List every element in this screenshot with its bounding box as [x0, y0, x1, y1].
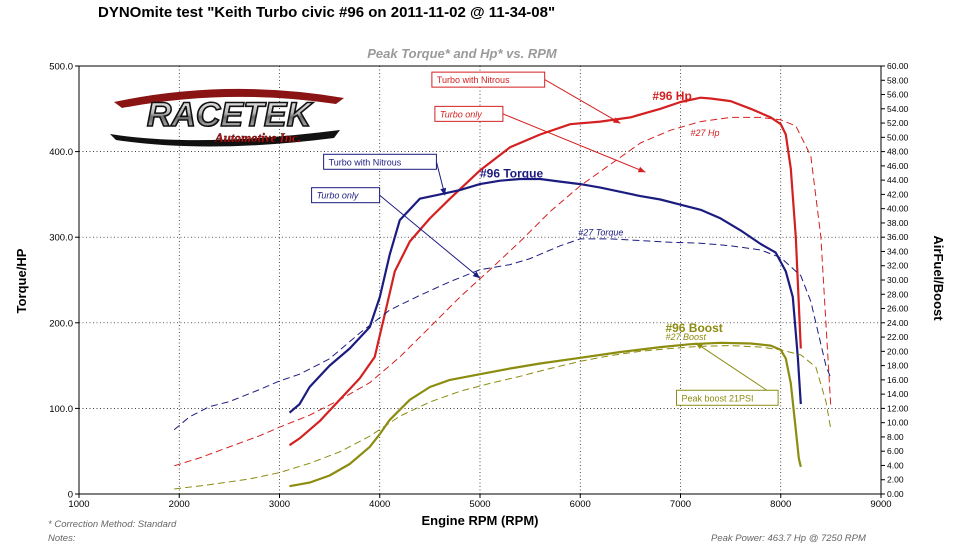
- y-tick-label: 500.0: [49, 62, 73, 73]
- series-label-2: #96 Torque: [480, 166, 543, 180]
- series-line-1: [288, 177, 802, 414]
- series-label-5: #27 Boost: [665, 332, 706, 342]
- series-line-4: [289, 341, 802, 488]
- y2-tick-label: 60.00: [887, 61, 909, 71]
- y2-tick-label: 52.00: [887, 118, 909, 128]
- logo-subtext: Automotive Inc.: [214, 130, 301, 145]
- x-axis-label: Engine RPM (RPM): [422, 513, 539, 528]
- annotation-text-2: Turbo with Nitrous: [329, 157, 402, 167]
- chart-annotations: Turbo with Nitrous Turbo only Turbo with N…: [311, 71, 779, 406]
- y2-tick-label: 26.00: [887, 304, 909, 314]
- racetek-logo: RACETEK Automotive Inc.: [110, 88, 344, 147]
- y2-tick-label: 2.00: [887, 475, 904, 485]
- annotation-arrowhead-2: [440, 187, 447, 196]
- series-label-4: #96 Boost: [665, 321, 722, 335]
- x-tick-label: 6000: [570, 499, 591, 510]
- chart-title: Peak Torque* and Hp* vs. RPM: [367, 46, 558, 61]
- footer-peak-power: Peak Power: 463.7 Hp @ 7250 RPM: [711, 533, 866, 544]
- y2-tick-label: 22.00: [887, 332, 909, 342]
- y2-tick-label: 42.00: [887, 189, 909, 199]
- y2-axis-label: AirFuel/Boost: [931, 235, 946, 321]
- y2-tick-label: 28.00: [887, 289, 909, 299]
- y2-tick-label: 46.00: [887, 161, 909, 171]
- y-tick-label: 300.0: [49, 233, 73, 244]
- chart-grid: [79, 66, 881, 494]
- annotation-arrowhead-0: [612, 117, 621, 124]
- annotation-text-1: Turbo only: [440, 109, 482, 119]
- annotation-box-1: [434, 105, 504, 122]
- y2-tick-label: 6.00: [887, 446, 904, 456]
- annotation-text-3: Turbo only: [317, 191, 359, 201]
- y-axis-label: Torque/HP: [14, 248, 29, 313]
- y2-tick-label: 58.00: [887, 75, 909, 85]
- footer-correction-method: * Correction Method: Standard: [48, 519, 177, 530]
- footer-notes: Notes:: [48, 533, 76, 544]
- series-line-5: [174, 345, 832, 490]
- series-label-3: #27 Torque: [578, 227, 623, 237]
- series-labels: #96 Hp #27 Hp #96 Torque #27 Torque #96 Boos…: [480, 89, 723, 342]
- y2-tick-label: 18.00: [887, 361, 909, 371]
- x-tick-label: 5000: [469, 499, 490, 510]
- chart-axes: 1000 2000 3000 4000 5000 6000 7000 8000 9000 0 100…: [49, 61, 908, 510]
- page-title: DYNOmite test "Keith Turbo civic #96 on …: [98, 4, 556, 21]
- y-tick-label: 0: [68, 490, 73, 501]
- x-tick-label: 4000: [369, 499, 390, 510]
- y2-tick-label: 0.00: [887, 489, 904, 499]
- series-line-3: [173, 238, 832, 431]
- x-tick-label: 3000: [269, 499, 290, 510]
- y2-tick-label: 24.00: [887, 318, 909, 328]
- y-tick-label: 400.0: [49, 147, 73, 158]
- y2-tick-label: 8.00: [887, 432, 904, 442]
- annotation-arrow-3: [379, 194, 481, 279]
- x-tick-label: 1000: [68, 499, 89, 510]
- y2-tick-label: 14.00: [887, 389, 909, 399]
- y2-tick-label: 34.00: [887, 246, 909, 256]
- y2-tick-label: 30.00: [887, 275, 909, 285]
- annotation-text-4: Peak boost 21PSI: [682, 393, 754, 403]
- y-tick-label: 200.0: [49, 318, 73, 329]
- annotation-arrowhead-4: [695, 342, 704, 350]
- series-label-0: #96 Hp: [652, 89, 691, 103]
- y2-tick-label: 10.00: [887, 418, 909, 428]
- annotation-arrowhead-3: [472, 271, 480, 279]
- annotation-box-0: [431, 71, 546, 88]
- logo-wordmark: RACETEK: [147, 96, 314, 134]
- y2-tick-label: 50.00: [887, 132, 909, 142]
- annotation-box-2: [323, 153, 437, 170]
- y2-tick-label: 44.00: [887, 175, 909, 185]
- y2-tick-label: 48.00: [887, 147, 909, 157]
- annotation-box-3: [311, 187, 381, 204]
- y2-tick-label: 12.00: [887, 403, 909, 413]
- y2-tick-label: 36.00: [887, 232, 909, 242]
- annotation-arrow-4: [695, 342, 779, 399]
- y2-tick-label: 56.00: [887, 90, 909, 100]
- series-line-0: [288, 96, 802, 447]
- y-tick-label: 100.0: [49, 404, 73, 415]
- annotation-box-4: [676, 389, 779, 406]
- y2-tick-label: 20.00: [887, 346, 909, 356]
- y2-tick-label: 32.00: [887, 261, 909, 271]
- annotation-arrow-0: [544, 79, 621, 124]
- y2-tick-label: 54.00: [887, 104, 909, 114]
- y2-tick-label: 38.00: [887, 218, 909, 228]
- annotation-arrow-1: [502, 113, 646, 173]
- y2-tick-label: 40.00: [887, 204, 909, 214]
- annotation-arrowhead-1: [637, 166, 646, 173]
- x-tick-label: 8000: [770, 499, 791, 510]
- y2-tick-label: 4.00: [887, 460, 904, 470]
- y2-tick-label: 16.00: [887, 375, 909, 385]
- x-tick-label: 7000: [670, 499, 691, 510]
- x-tick-label: 9000: [870, 499, 891, 510]
- series-line-2: [174, 116, 832, 467]
- x-tick-label: 2000: [169, 499, 190, 510]
- annotation-text-0: Turbo with Nitrous: [437, 75, 510, 85]
- series-label-1: #27 Hp: [691, 128, 720, 138]
- chart-series: [173, 96, 832, 490]
